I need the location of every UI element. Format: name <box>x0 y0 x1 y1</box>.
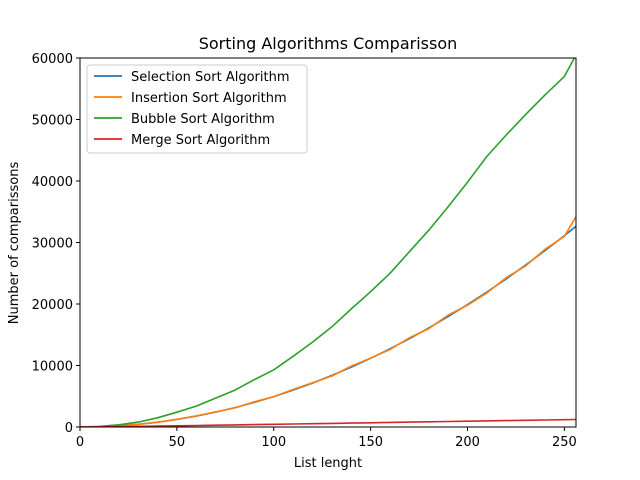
y-tick-label: 0 <box>65 421 73 436</box>
y-tick-label: 40000 <box>32 175 73 190</box>
series-line-insertion-sort-algorithm <box>80 216 576 427</box>
legend: Selection Sort Algorithm Insertion Sort A… <box>86 64 308 154</box>
plot-lines <box>80 58 576 427</box>
legend-box <box>86 64 308 154</box>
y-tick-label: 10000 <box>32 360 73 375</box>
series-line-merge-sort-algorithm <box>80 418 576 427</box>
legend-label: Selection Sort Algorithm <box>131 70 290 85</box>
series-line-bubble-sort-algorithm <box>80 58 576 427</box>
y-tick-label: 60000 <box>32 52 73 67</box>
x-axis-ticks: 0 50 100 150 200 250 <box>76 427 577 450</box>
legend-label: Insertion Sort Algorithm <box>131 91 287 106</box>
y-tick-label: 30000 <box>32 237 73 252</box>
x-axis-label: List lenght <box>294 456 362 471</box>
y-axis-label: Number of comparissons <box>7 162 22 325</box>
series-line-selection-sort-algorithm <box>80 225 576 427</box>
y-axis-ticks: 0 10000 20000 30000 40000 50000 60000 <box>32 52 80 436</box>
y-tick-label: 20000 <box>32 298 73 313</box>
x-tick-label: 250 <box>552 435 577 450</box>
x-tick-label: 150 <box>358 435 383 450</box>
legend-label: Bubble Sort Algorithm <box>131 112 275 127</box>
x-tick-label: 0 <box>76 435 84 450</box>
plot-frame <box>79 57 577 428</box>
x-tick-label: 200 <box>455 435 480 450</box>
legend-label: Merge Sort Algorithm <box>131 133 270 148</box>
chart-title: Sorting Algorithms Comparisson <box>199 34 458 53</box>
x-tick-label: 100 <box>261 435 286 450</box>
x-tick-label: 50 <box>169 435 186 450</box>
y-tick-label: 50000 <box>32 114 73 129</box>
